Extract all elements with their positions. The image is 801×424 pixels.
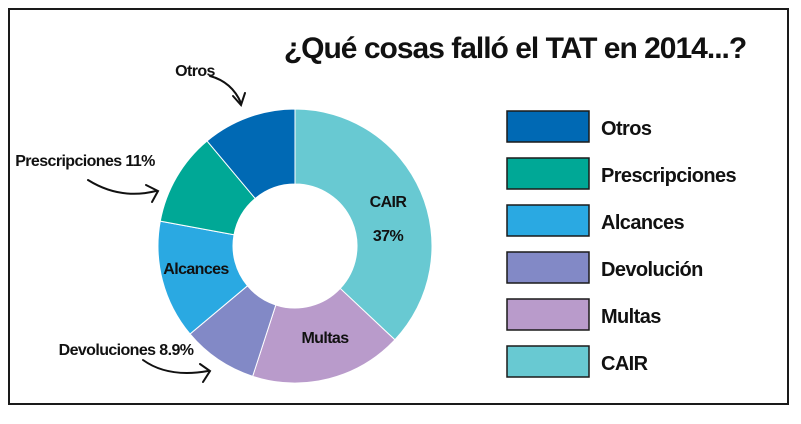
arrow-head-devoluciones — [199, 363, 212, 383]
legend-label-devolucion: Devolución — [601, 259, 703, 281]
legend-swatch-prescripciones — [506, 157, 590, 190]
annotation-otros: Otros — [175, 63, 215, 80]
slice-label-alcances: Alcances — [163, 261, 229, 278]
slice-cair — [294, 108, 433, 341]
arrow-otros — [209, 75, 242, 104]
legend-swatch-otros — [506, 110, 590, 143]
slice-label-multas: Multas — [301, 330, 349, 347]
legend-label-prescripciones: Prescripciones — [601, 165, 736, 187]
legend-label-alcances: Alcances — [601, 212, 685, 234]
slice-label-cair-value: 37% — [373, 228, 404, 245]
legend-label-multas: Multas — [601, 306, 661, 328]
slice-label-cair-name: CAIR — [370, 194, 408, 211]
arrow-head-prescripciones — [145, 184, 160, 203]
legend-swatch-alcances — [506, 204, 590, 237]
legend-swatch-multas — [506, 298, 590, 331]
legend-swatch-devolucion — [506, 251, 590, 284]
donut-slices — [157, 108, 433, 384]
slice-multas — [252, 287, 396, 384]
legend-swatch-cair — [506, 345, 590, 378]
arrow-prescripciones — [87, 179, 157, 195]
chart-title: ¿Qué cosas falló el TAT en 2014...? — [284, 32, 746, 65]
legend: Otros Prescripciones Alcances Devolución Mul… — [506, 110, 737, 378]
annotation-prescripciones: Prescripciones 11% — [15, 153, 155, 170]
arrow-head-otros — [232, 92, 246, 107]
annotation-arrows — [87, 75, 246, 383]
slice-otros — [206, 108, 296, 200]
arrow-devoluciones — [142, 359, 209, 374]
legend-label-cair: CAIR — [601, 353, 649, 375]
annotation-devoluciones: Devoluciones 8.9% — [59, 342, 194, 359]
legend-label-otros: Otros — [601, 118, 652, 140]
